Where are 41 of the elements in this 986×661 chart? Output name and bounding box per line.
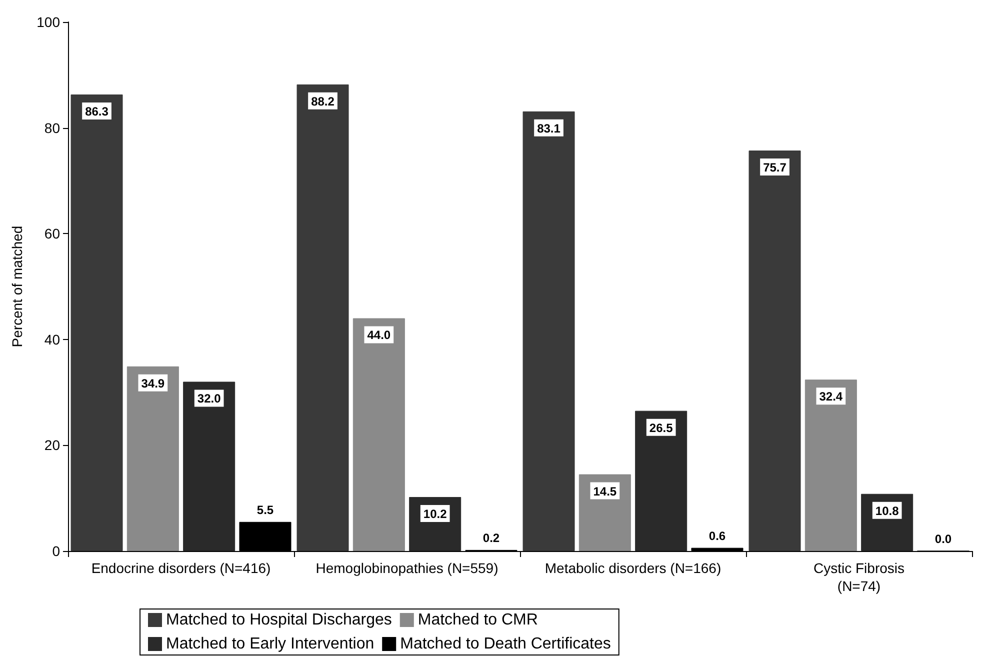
- data-label: 83.1: [537, 121, 561, 136]
- bar: [578, 474, 631, 551]
- data-label: 0.6: [708, 528, 726, 543]
- x-tick-label: Hemoglobinopathies (N=559): [316, 560, 498, 576]
- legend-label: Matched to Hospital Discharges: [166, 612, 392, 628]
- bar: [804, 380, 857, 551]
- data-label: 88.2: [311, 94, 335, 108]
- y-axis-title: Percent of matched: [9, 226, 25, 348]
- data-label: 10.8: [875, 504, 900, 518]
- legend-label: Matched to CMR: [418, 612, 538, 628]
- y-tick-label: 0: [52, 543, 60, 559]
- data-label: 0.0: [934, 532, 952, 546]
- y-tick-label: 20: [44, 437, 60, 454]
- data-label: 44.0: [367, 328, 391, 342]
- x-tick-label: Endocrine disorders (N=416): [91, 560, 271, 576]
- bar: [522, 111, 575, 551]
- data-label: 10.2: [423, 507, 448, 522]
- y-tick-label: 80: [44, 120, 60, 136]
- data-label: 14.5: [593, 484, 617, 498]
- data-label: 34.9: [141, 376, 165, 390]
- data-label: 26.5: [649, 420, 674, 435]
- bar: [126, 366, 179, 551]
- bar: [635, 410, 688, 551]
- y-tick-label: 40: [44, 331, 60, 348]
- data-label: 5.5: [256, 502, 274, 517]
- x-tick-label: Cystic Fibrosis (N=74): [813, 560, 905, 594]
- y-tick-label: 60: [44, 226, 60, 242]
- data-label: 75.7: [763, 160, 787, 175]
- bar: [352, 318, 405, 551]
- x-tick-label: Metabolic disorders (N=166): [544, 560, 722, 576]
- y-tick-label: 100: [36, 14, 60, 30]
- bar: [748, 150, 801, 551]
- bar: [183, 382, 236, 551]
- legend-label: Matched to Early Intervention: [166, 636, 374, 652]
- data-label: 32.4: [819, 390, 843, 404]
- bar: [70, 94, 123, 551]
- data-label: 0.2: [482, 530, 500, 545]
- data-label: 32.0: [197, 392, 222, 406]
- data-label: 86.3: [85, 104, 109, 118]
- bar: [296, 84, 349, 551]
- legend-label: Matched to Death Certificates: [400, 636, 611, 652]
